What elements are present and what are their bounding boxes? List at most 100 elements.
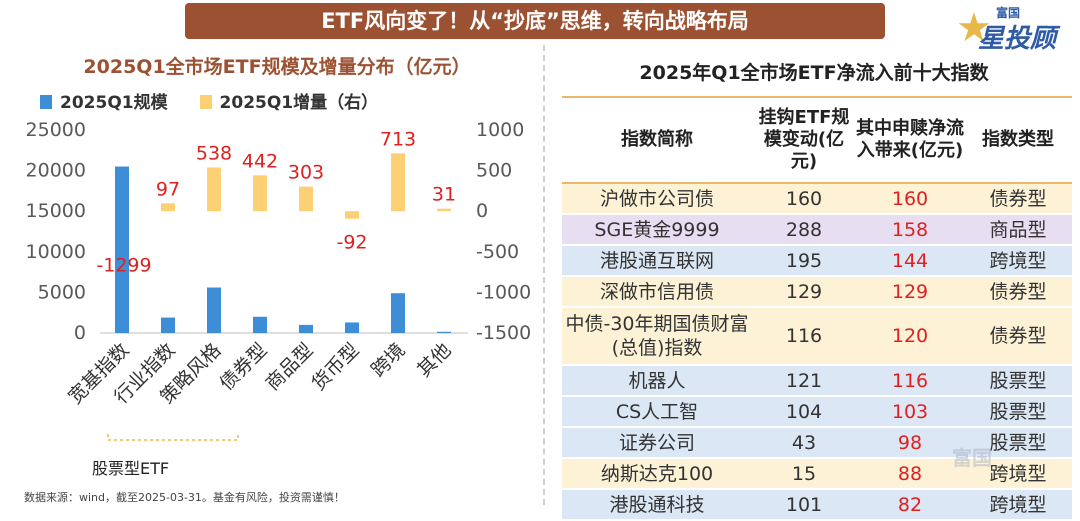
increment-data-label: 303 <box>288 162 324 184</box>
cell-scale-change: 121 <box>752 365 856 397</box>
legend-label-increment: 2025Q1增量（右） <box>219 93 379 113</box>
right-axis-tick-label: 1000 <box>476 119 524 141</box>
table-row: 纳斯达克100 15 88 跨境型 <box>562 458 1072 490</box>
increment-data-label: 713 <box>380 128 416 150</box>
brand-logo: ★ 富国 星投顾 <box>956 4 1066 54</box>
scale-bar <box>437 331 451 333</box>
table-row: 证券公司 43 98 股票型 <box>562 427 1072 459</box>
table-row: 沪做市公司债 160 160 债券型 <box>562 183 1072 215</box>
section-divider <box>543 45 545 505</box>
cell-index-type: 商品型 <box>964 214 1072 246</box>
cell-net-inflow: 158 <box>856 214 964 246</box>
cell-index-name: 深做市信用债 <box>562 276 752 308</box>
legend-swatch-scale <box>40 95 52 109</box>
left-axis-tick-label: 5000 <box>38 281 86 303</box>
increment-bar <box>161 203 175 212</box>
legend-label-scale: 2025Q1规模 <box>60 93 168 113</box>
cell-scale-change: 160 <box>752 183 856 215</box>
scale-bar <box>115 166 129 333</box>
cell-net-inflow: 144 <box>856 245 964 277</box>
left-axis-tick-label: 20000 <box>26 160 86 182</box>
cell-index-type: 债券型 <box>964 276 1072 308</box>
left-axis-tick-label: 25000 <box>26 119 86 141</box>
increment-bar <box>207 167 221 212</box>
left-axis-tick-label: 0 <box>74 322 86 344</box>
cell-index-type: 股票型 <box>964 396 1072 428</box>
legend-swatch-increment <box>199 95 212 109</box>
table-row: 机器人 121 116 股票型 <box>562 365 1072 397</box>
cell-scale-change: 104 <box>752 396 856 428</box>
cell-index-name: 中债-30年期国债财富(总值)指数 <box>562 307 752 366</box>
cell-scale-change: 43 <box>752 427 856 459</box>
cell-net-inflow: 82 <box>856 489 964 521</box>
etf-scale-chart: 0 5000 10000 15000 20000 25000 -1500 -1000 -500 0… <box>26 119 531 441</box>
chart-title: 2025Q1全市场ETF规模及增量分布（亿元） <box>83 56 471 78</box>
logo-big-text: 星投顾 <box>978 24 1057 54</box>
category-tick-label: 货币型 <box>308 339 364 395</box>
scale-bar <box>391 293 405 333</box>
cell-index-type: 跨境型 <box>964 245 1072 277</box>
table-row: 港股通互联网 195 144 跨境型 <box>562 245 1072 277</box>
cell-scale-change: 288 <box>752 214 856 246</box>
scale-bar <box>345 322 359 333</box>
cell-scale-change: 129 <box>752 276 856 308</box>
cell-net-inflow: 88 <box>856 458 964 490</box>
increment-bar <box>391 153 405 212</box>
increment-bar <box>253 175 267 212</box>
cell-net-inflow: 120 <box>856 307 964 366</box>
cell-net-inflow: 116 <box>856 365 964 397</box>
table-row: 深做市信用债 129 129 债券型 <box>562 276 1072 308</box>
table-header-row: 指数简称 挂钩ETF规模变动(亿元) 其中申赎净流入带来(亿元) 指数类型 <box>562 96 1072 184</box>
watermark: 富国 <box>952 446 992 470</box>
scale-bar <box>207 287 221 333</box>
category-tick-label: 跨境 <box>367 339 409 381</box>
table-row: 中债-30年期国债财富(总值)指数 116 120 债券型 <box>562 307 1072 366</box>
cell-index-type: 债券型 <box>964 307 1072 366</box>
cell-net-inflow: 103 <box>856 396 964 428</box>
category-tick-label: 其他 <box>413 339 455 381</box>
table-row: 港股通科技 101 82 跨境型 <box>562 489 1072 521</box>
cell-index-name: 机器人 <box>562 365 752 397</box>
star-icon: ★ <box>956 5 992 51</box>
header-net-inflow: 其中申赎净流入带来(亿元) <box>856 96 964 184</box>
category-tick-label: 债券型 <box>216 339 272 395</box>
header-scale-change: 挂钩ETF规模变动(亿元) <box>752 96 856 184</box>
cell-net-inflow: 160 <box>856 183 964 215</box>
cell-scale-change: 15 <box>752 458 856 490</box>
stock-etf-bracket <box>107 434 239 441</box>
right-axis-tick-label: -500 <box>476 241 519 263</box>
scale-bar <box>161 317 175 333</box>
cell-scale-change: 116 <box>752 307 856 366</box>
left-axis-tick-label: 10000 <box>26 241 86 263</box>
cell-index-name: CS人工智 <box>562 396 752 428</box>
cell-scale-change: 101 <box>752 489 856 521</box>
right-axis-tick-label: -1000 <box>476 281 531 303</box>
increment-data-label: 442 <box>242 150 278 172</box>
chart-legend: 2025Q1规模 2025Q1增量（右） <box>40 88 404 113</box>
cell-net-inflow: 129 <box>856 276 964 308</box>
increment-data-label: -92 <box>336 232 367 254</box>
cell-index-type: 跨境型 <box>964 458 1072 490</box>
cell-index-name: SGE黄金9999 <box>562 214 752 246</box>
right-axis-tick-label: 500 <box>476 160 512 182</box>
increment-data-label: 97 <box>156 178 180 200</box>
increment-bar <box>437 208 451 212</box>
table-title: 2025年Q1全市场ETF净流入前十大指数 <box>639 62 989 84</box>
cell-index-name: 纳斯达克100 <box>562 458 752 490</box>
increment-data-label: -1299 <box>96 255 151 277</box>
top10-index-table: 指数简称 挂钩ETF规模变动(亿元) 其中申赎净流入带来(亿元) 指数类型 沪做… <box>562 96 1072 521</box>
scale-bar <box>253 316 267 333</box>
cell-index-type: 股票型 <box>964 365 1072 397</box>
table-row: CS人工智 104 103 股票型 <box>562 396 1072 428</box>
cell-index-name: 港股通科技 <box>562 489 752 521</box>
cell-index-type: 股票型 <box>964 427 1072 459</box>
header-index-name: 指数简称 <box>562 96 752 184</box>
cell-index-name: 证券公司 <box>562 427 752 459</box>
header-index-type: 指数类型 <box>964 96 1072 184</box>
logo-small-text: 富国 <box>996 6 1021 20</box>
increment-data-label: 538 <box>196 143 232 165</box>
increment-bar <box>299 186 313 212</box>
group-label-stock-etf: 股票型ETF <box>92 459 170 478</box>
cell-index-name: 港股通互联网 <box>562 245 752 277</box>
cell-index-type: 跨境型 <box>964 489 1072 521</box>
